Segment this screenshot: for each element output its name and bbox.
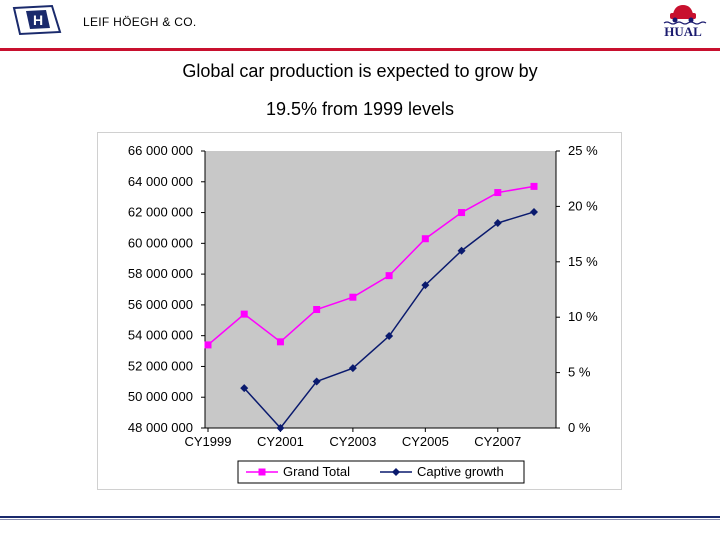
grand-total-point	[349, 293, 357, 301]
left-tick-label: 54 000 000	[128, 328, 193, 343]
logo-left-letter: H	[33, 12, 43, 28]
hoegh-flag-logo: H	[12, 4, 62, 36]
right-tick-label: 20 %	[568, 198, 598, 213]
captive-growth-point	[530, 207, 538, 216]
chart-frame: 48 000 000 50 000 000 52 000 000 54 000 000…	[97, 132, 622, 490]
left-tick-label: 50 000 000	[128, 389, 193, 404]
grand-total-point	[240, 310, 248, 318]
grand-total-point	[313, 306, 321, 314]
captive-growth-point	[421, 281, 430, 290]
left-tick-label: 52 000 000	[128, 358, 193, 373]
captive-growth-point	[276, 424, 285, 432]
left-tick-label: 60 000 000	[128, 235, 193, 250]
captive-growth-point	[385, 332, 394, 341]
grand-total-point	[276, 338, 284, 346]
legend-marker-square	[258, 468, 266, 476]
left-tick-label: 48 000 000	[128, 420, 193, 435]
production-chart: 48 000 000 50 000 000 52 000 000 54 000 000…	[128, 143, 598, 484]
x-tick-label: CY2007	[474, 434, 521, 449]
x-tick-label: CY2003	[329, 434, 376, 449]
grand-total-point	[530, 182, 538, 190]
left-tick-label: 58 000 000	[128, 266, 193, 281]
footer-divider-thin	[0, 519, 720, 520]
left-tick-label: 66 000 000	[128, 143, 193, 158]
legend-label: Grand Total	[283, 464, 350, 479]
captive-growth-point	[312, 377, 321, 386]
captive-growth-point	[493, 219, 502, 228]
slide-title-line1: Global car production is expected to gro…	[182, 61, 538, 81]
right-tick-label: 0 %	[568, 420, 591, 435]
right-tick-label: 15 %	[568, 254, 598, 269]
x-tick-label: CY2005	[402, 434, 449, 449]
grand-total-point	[421, 235, 429, 243]
legend-label: Captive growth	[417, 464, 504, 479]
grand-total-point	[204, 341, 212, 349]
right-tick-label: 25 %	[568, 143, 598, 158]
hual-wordmark: HUAL	[664, 24, 702, 39]
x-tick-label: CY1999	[185, 434, 232, 449]
captive-growth-point	[457, 246, 466, 255]
grand-total-point	[458, 209, 466, 217]
slide-title-line2: 19.5% from 1999 levels	[265, 99, 455, 119]
grand-total-point	[385, 272, 393, 280]
footer-divider	[0, 516, 720, 518]
captive-growth-point	[348, 364, 357, 373]
right-tick-label: 10 %	[568, 309, 598, 324]
left-tick-label: 56 000 000	[128, 297, 193, 312]
legend-marker-diamond	[392, 468, 400, 476]
company-name: LEIF HÖEGH & CO.	[83, 15, 197, 29]
series-line-grand-total	[207, 185, 535, 346]
header-divider	[0, 48, 720, 51]
x-tick-label: CY2001	[257, 434, 304, 449]
left-tick-label: 62 000 000	[128, 205, 193, 220]
captive-growth-point	[240, 384, 249, 393]
grand-total-point	[494, 189, 502, 197]
plot-area	[205, 151, 556, 428]
hual-car-logo	[656, 2, 710, 40]
right-tick-label: 5 %	[568, 365, 591, 380]
left-tick-label: 64 000 000	[128, 174, 193, 189]
